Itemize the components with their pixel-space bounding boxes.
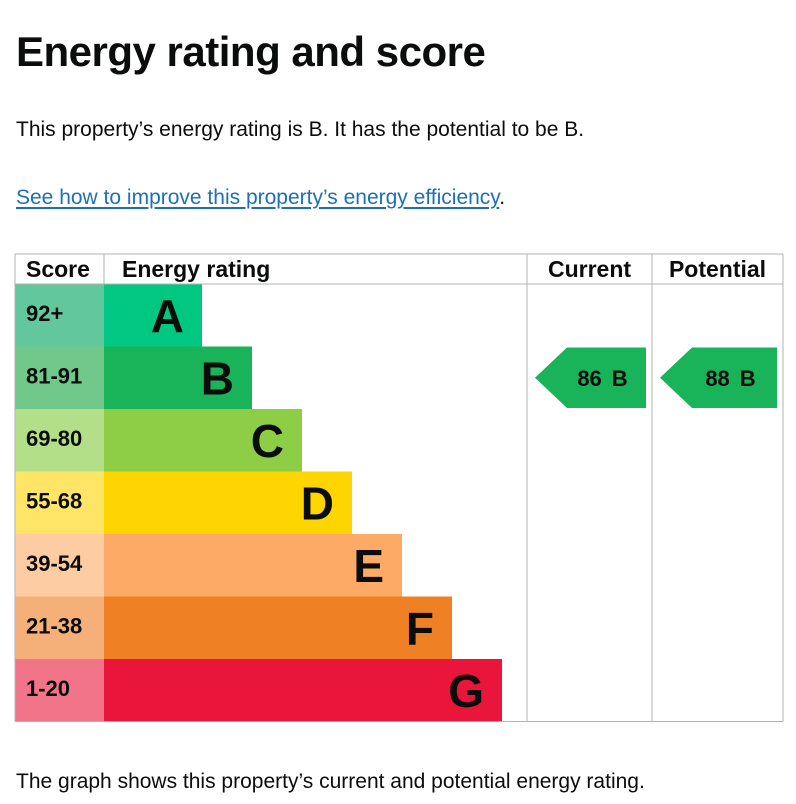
rating-letter-c: C [251,415,284,467]
rating-letter-g: G [448,665,484,717]
score-cell-f [15,596,104,660]
score-label-c: 69-80 [26,426,82,451]
potential-score-value: 88 [705,366,729,391]
header-energy-rating: Energy rating [122,256,270,282]
header-score: Score [26,256,90,282]
score-cell-b [15,346,104,410]
score-label-e: 39-54 [26,551,83,576]
current-score-value: 86 [577,366,601,391]
rating-summary: This property’s energy rating is B. It h… [16,118,585,141]
rating-bar-d [104,471,352,535]
link-period: . [499,186,506,209]
page-title: Energy rating and score [16,28,486,75]
rating-bar-f [104,596,452,660]
potential-arrow [660,347,777,408]
header-current: Current [548,256,631,282]
improve-efficiency-link[interactable]: See how to improve this property’s energ… [16,186,500,209]
rating-bar-g [104,659,502,722]
score-label-g: 1-20 [26,676,70,701]
rating-letter-b: B [201,353,234,405]
current-arrow [535,347,646,408]
rating-letter-a: A [151,290,184,342]
rating-bar-c [104,409,302,472]
score-label-f: 21-38 [26,614,82,639]
current-arrow-label: 86 B [577,366,627,391]
score-cell-d [15,471,104,535]
header-potential: Potential [669,256,766,282]
score-cell-g [15,659,104,722]
rating-letter-f: F [406,603,434,655]
score-label-d: 55-68 [26,489,82,514]
improve-link-line: See how to improve this property’s energ… [16,186,505,210]
score-cell-e [15,534,104,597]
rating-bar-a [104,284,202,347]
current-letter: B [612,366,628,391]
potential-arrow-label: 88 B [705,366,755,391]
potential-letter: B [740,366,756,391]
energy-rating-chart: 92+ A 81-91 B 69-80 C 55-68 D 39-54 E 21-38 F 1-20 G S… [14,253,784,722]
rating-bar-e [104,534,402,597]
chart-caption: The graph shows this property’s current … [16,770,645,793]
rating-letter-e: E [353,540,384,592]
rating-bar-b [104,346,252,410]
score-cell-c [15,409,104,472]
score-label-b: 81-91 [26,364,82,389]
rating-letter-d: D [301,478,334,530]
score-label-a: 92+ [26,301,63,326]
score-cell-a [15,284,104,347]
